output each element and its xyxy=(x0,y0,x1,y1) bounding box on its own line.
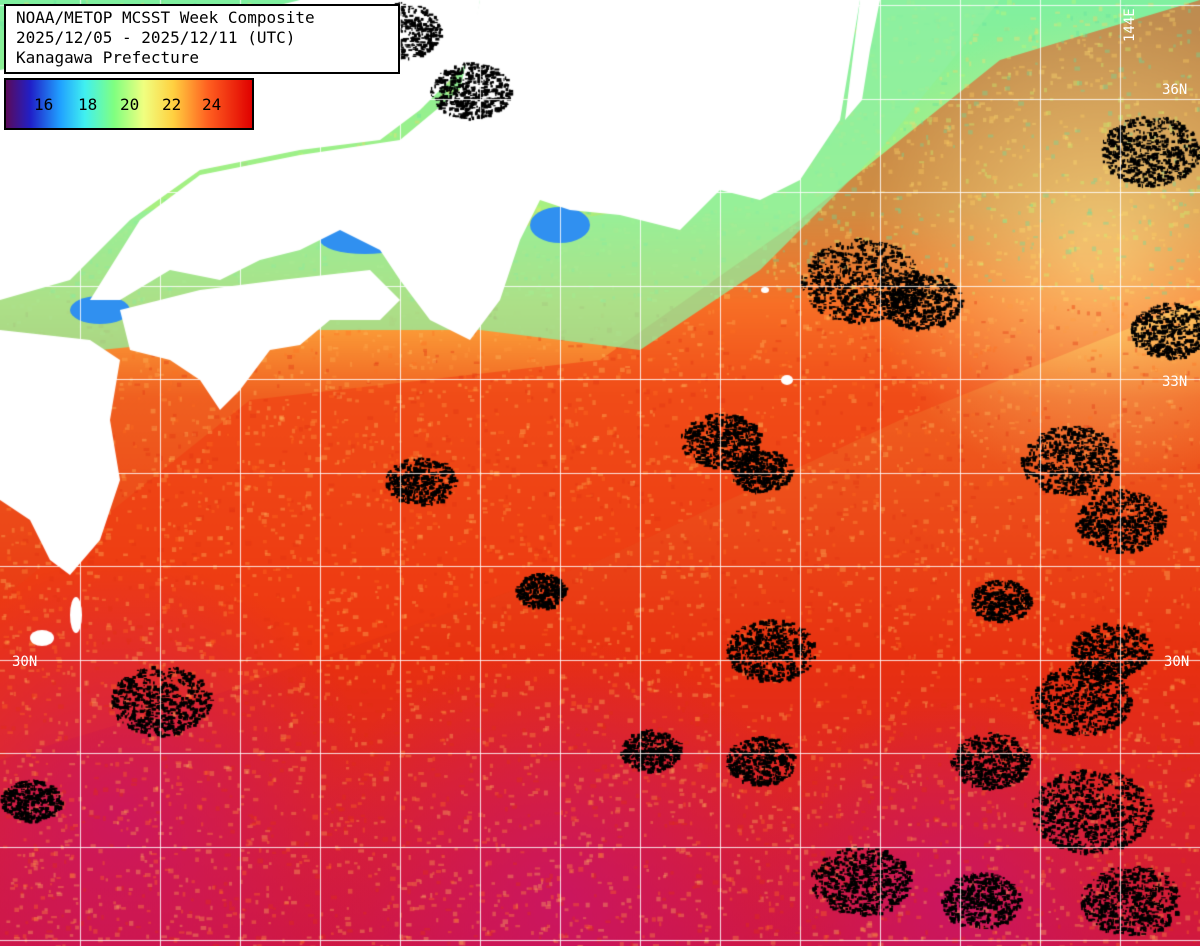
latitude-label-30n-right: 30N xyxy=(1164,654,1190,670)
latitude-label-36n: 36N xyxy=(1162,82,1188,98)
legend-tick-18: 18 xyxy=(78,95,98,114)
title-product: NOAA/METOP MCSST Week Composite xyxy=(16,8,315,27)
title-date-range: 2025/12/05 - 2025/12/11 (UTC) xyxy=(16,28,296,47)
legend-tick-20: 20 xyxy=(120,95,140,114)
latitude-label-33n-left: 33N xyxy=(12,374,38,390)
longitude-label-144e: 144E xyxy=(1122,8,1138,42)
title-box: NOAA/METOP MCSST Week Composite 2025/12/… xyxy=(4,4,400,74)
legend-tick-16: 16 xyxy=(34,95,54,114)
latitude-label-33n-right: 33N xyxy=(1162,374,1188,390)
temperature-color-legend: 16 18 20 22 24 xyxy=(4,78,254,130)
title-region: Kanagawa Prefecture xyxy=(16,48,200,67)
legend-tick-22: 22 xyxy=(162,95,182,114)
latitude-label-30n-left: 30N xyxy=(12,654,38,670)
legend-tick-24: 24 xyxy=(202,95,222,114)
